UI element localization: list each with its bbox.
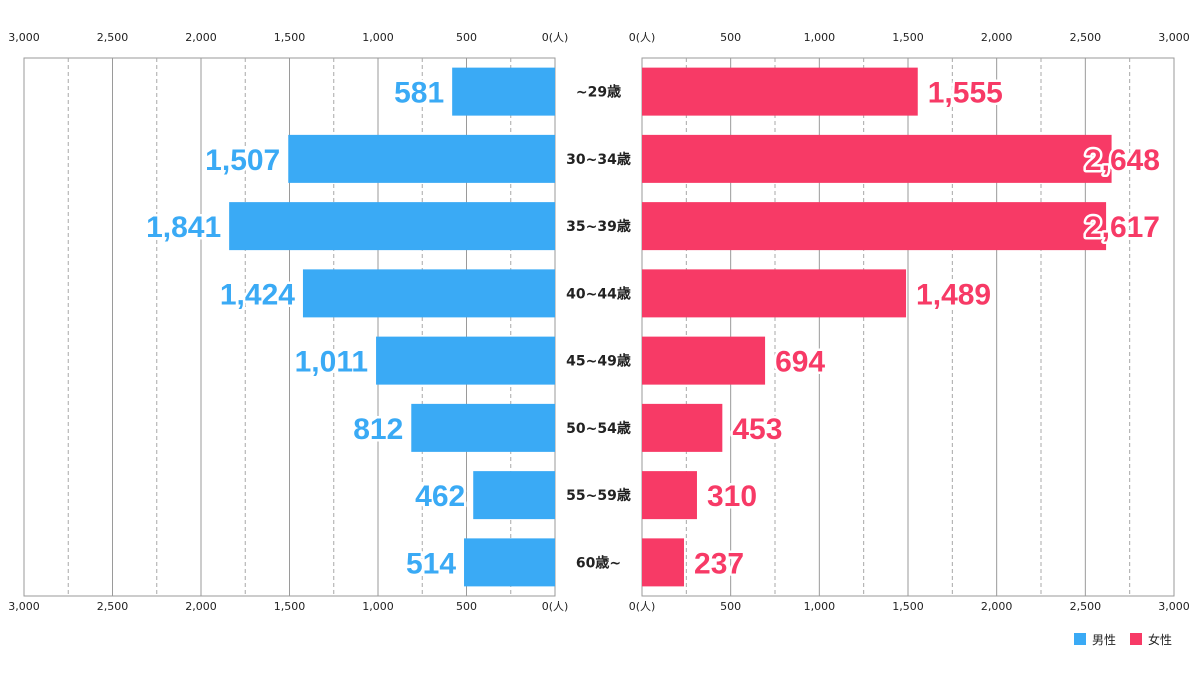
left-tick-label-top: 2,500 <box>97 31 129 44</box>
left-tick-label-bottom: 0(人) <box>542 600 569 613</box>
female-bar <box>642 202 1107 251</box>
right-tick-label-top: 0(人) <box>629 31 656 44</box>
grid-layer: 3,000 2,500 2,000 1,500 1,000 500 0(人) 0(人) 500 1… <box>8 31 1190 613</box>
right-tick-label-top: 1,000 <box>804 31 836 44</box>
right-tick-label-bottom: 3,000 <box>1158 600 1190 613</box>
labels-layer: ~29歳 581 1,555 30~34歳 1,507 2,648 35~39歳 1,841 2… <box>144 74 1163 583</box>
male-bar <box>288 134 555 183</box>
legend: 男性 女性 <box>1074 632 1172 647</box>
left-tick-label-top: 500 <box>456 31 477 44</box>
male-value-label: 514 <box>406 547 456 580</box>
left-tick-label-top: 2,000 <box>185 31 217 44</box>
left-tick-label-bottom: 500 <box>456 600 477 613</box>
right-tick-label-bottom: 500 <box>720 600 741 613</box>
female-bar <box>642 403 723 452</box>
category-label: 55~59歳 <box>566 487 631 504</box>
male-bar <box>452 67 555 116</box>
female-value-label: 453 <box>732 413 782 446</box>
category-label: 30~34歳 <box>566 151 631 168</box>
right-tick-label-top: 2,000 <box>981 31 1013 44</box>
male-value-label: 1,507 <box>205 144 280 177</box>
bars-layer <box>229 67 1112 587</box>
right-tick-label-bottom: 2,000 <box>981 600 1013 613</box>
right-tick-label-top: 500 <box>720 31 741 44</box>
female-bar <box>642 336 766 385</box>
male-bar <box>302 269 555 318</box>
female-bar <box>642 134 1112 183</box>
left-tick-label-bottom: 2,000 <box>185 600 217 613</box>
right-tick-label-bottom: 1,000 <box>804 600 836 613</box>
legend-label-male: 男性 <box>1092 633 1116 647</box>
category-label: 35~39歳 <box>566 218 631 235</box>
female-value-label: 694 <box>775 346 825 379</box>
left-tick-label-top: 1,500 <box>274 31 306 44</box>
female-bar <box>642 538 685 587</box>
female-value-label: 1,555 <box>928 77 1003 110</box>
category-label: 45~49歳 <box>566 353 631 370</box>
left-tick-label-bottom: 3,000 <box>8 600 40 613</box>
legend-label-female: 女性 <box>1148 632 1172 647</box>
male-bar <box>464 538 555 587</box>
right-tick-label-bottom: 2,500 <box>1070 600 1102 613</box>
female-bar <box>642 471 697 520</box>
male-value-label: 1,011 <box>295 346 368 379</box>
right-tick-label-top: 1,500 <box>892 31 924 44</box>
category-label: 60歳~ <box>576 554 621 571</box>
male-value-label: 812 <box>353 413 403 446</box>
female-value-label: 1,489 <box>916 278 991 311</box>
male-bar <box>376 336 555 385</box>
category-label: ~29歳 <box>576 84 621 101</box>
right-tick-label-top: 2,500 <box>1070 31 1102 44</box>
male-value-label: 581 <box>394 77 444 110</box>
left-tick-label-bottom: 1,000 <box>362 600 394 613</box>
female-value-label: 310 <box>707 480 757 513</box>
female-value-label: 2,617 <box>1085 211 1160 244</box>
female-bar <box>642 67 918 116</box>
left-tick-label-bottom: 2,500 <box>97 600 129 613</box>
left-tick-label-top: 0(人) <box>542 31 569 44</box>
left-tick-label-bottom: 1,500 <box>274 600 306 613</box>
male-bar <box>411 403 555 452</box>
left-tick-label-top: 1,000 <box>362 31 394 44</box>
female-bar <box>642 269 907 318</box>
right-tick-label-bottom: 0(人) <box>629 600 656 613</box>
male-value-label: 1,841 <box>146 211 221 244</box>
category-label: 40~44歳 <box>566 285 631 302</box>
right-tick-label-top: 3,000 <box>1158 31 1190 44</box>
male-value-label: 1,424 <box>220 278 295 311</box>
legend-swatch-female <box>1130 633 1142 645</box>
male-value-label: 462 <box>415 480 465 513</box>
right-tick-label-bottom: 1,500 <box>892 600 924 613</box>
category-label: 50~54歳 <box>566 420 631 437</box>
male-bar <box>473 471 555 520</box>
female-value-label: 237 <box>694 547 744 580</box>
female-value-label: 2,648 <box>1085 144 1160 177</box>
legend-swatch-male <box>1074 633 1086 645</box>
male-bar <box>229 202 555 251</box>
left-tick-label-top: 3,000 <box>8 31 40 44</box>
